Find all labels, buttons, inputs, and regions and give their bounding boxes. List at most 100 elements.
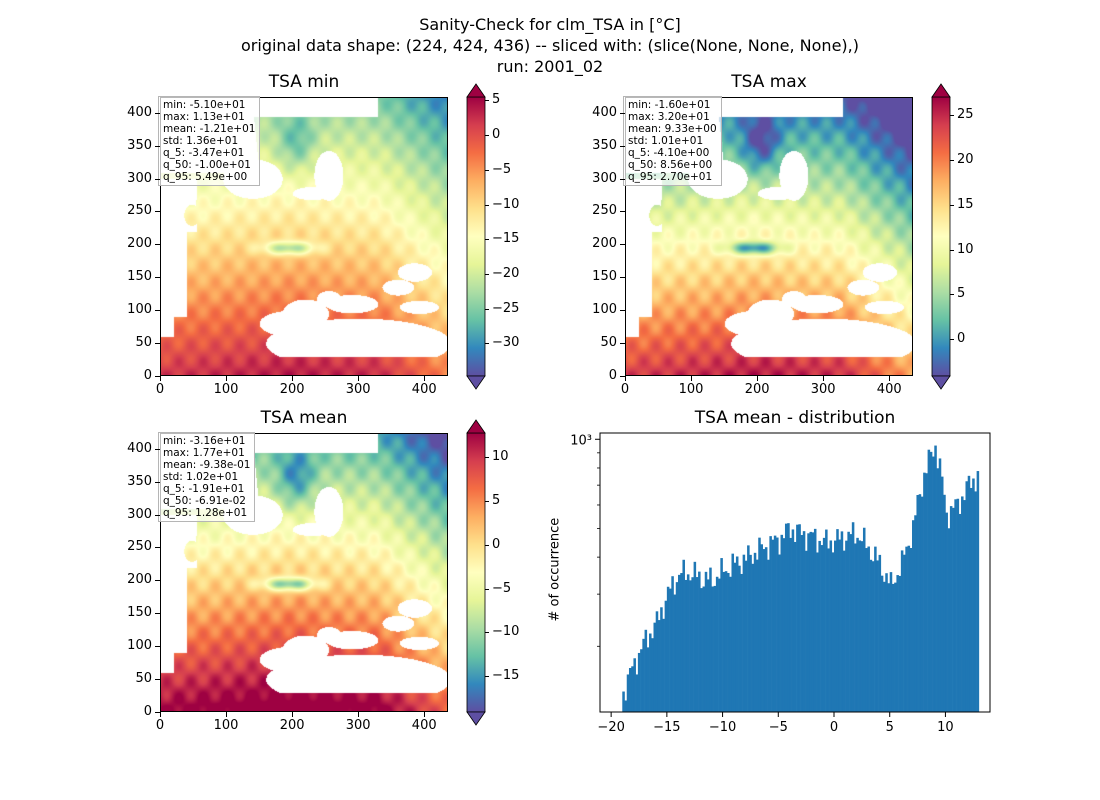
histogram-bar <box>644 629 648 712</box>
stats-line: q_5: -3.47e+01 <box>163 147 245 159</box>
stats-line: q_5: -1.91e+01 <box>163 483 245 495</box>
histogram-bar <box>718 578 721 712</box>
histogram-bar <box>965 481 969 712</box>
histogram-x-tick-label: −15 <box>653 720 680 735</box>
histogram-bar <box>938 458 942 712</box>
colorbar-tick-label: 5 <box>957 286 966 302</box>
stats-line: q_95: 5.49e+00 <box>163 171 248 183</box>
histogram-bar <box>635 674 639 712</box>
y-tick-mark <box>620 178 625 180</box>
stats-line: min: -1.60e+01 <box>628 99 711 111</box>
histogram-bar <box>738 565 741 712</box>
histogram-bar <box>952 507 955 712</box>
stats-line: std: 1.01e+01 <box>628 135 704 147</box>
y-tick-label: 200 <box>592 236 617 252</box>
x-tick-mark <box>292 712 294 717</box>
histogram-bar <box>940 476 944 712</box>
histogram-bar <box>649 633 652 712</box>
histogram-bar <box>840 531 844 712</box>
histogram-bar <box>691 577 694 712</box>
histogram-bar <box>780 534 784 712</box>
histogram-bar <box>912 520 915 712</box>
histogram-bar <box>713 585 717 712</box>
histogram-bar <box>624 700 628 712</box>
histogram-frame <box>599 432 991 713</box>
y-tick-label: 400 <box>127 440 152 456</box>
y-tick-label: 150 <box>127 605 152 621</box>
y-tick-label: 150 <box>127 269 152 285</box>
histogram-bar <box>827 548 830 712</box>
histogram-bar <box>633 658 636 712</box>
histogram-bar <box>891 583 895 712</box>
y-tick-label: 0 <box>143 368 152 383</box>
x-tick-mark <box>358 712 360 717</box>
y-tick-mark <box>155 514 160 516</box>
histogram-bar <box>869 559 873 712</box>
colorbar-tick-mark <box>485 632 489 634</box>
y-tick-mark <box>155 481 160 483</box>
colorbar-tick-label: 0 <box>957 331 966 347</box>
stats-line: std: 1.36e+01 <box>163 135 239 147</box>
histogram-bar <box>758 537 761 712</box>
histogram-bar <box>798 524 801 712</box>
x-tick-mark <box>424 376 426 381</box>
histogram-bar <box>742 554 746 712</box>
colorbar-tick-label: −15 <box>492 231 520 247</box>
histogram-bar <box>809 531 813 712</box>
histogram-bar <box>682 559 685 712</box>
y-tick-label: 250 <box>127 203 152 219</box>
colorbar-tick-mark <box>485 544 489 546</box>
y-tick-mark <box>155 448 160 450</box>
histogram-bar <box>909 547 913 712</box>
y-tick-mark <box>155 112 160 114</box>
histogram-bar <box>822 537 826 712</box>
colorbar <box>466 83 486 390</box>
stats-line: min: -5.10e+01 <box>163 99 246 111</box>
histogram-bar <box>916 494 919 712</box>
histogram-x-tick-label: 10 <box>937 720 954 735</box>
histogram-bar <box>956 498 960 712</box>
histogram-bar <box>929 451 933 712</box>
x-tick-mark <box>424 712 426 717</box>
colorbar-tick-label: 0 <box>492 127 501 143</box>
x-tick-mark <box>160 376 161 381</box>
histogram-bar <box>744 560 748 712</box>
x-tick-mark <box>160 712 161 717</box>
map-title: TSA min <box>268 72 340 92</box>
stats-line: min: -3.16e+01 <box>163 435 246 447</box>
histogram-bar <box>972 478 975 712</box>
y-tick-label: 50 <box>135 335 152 351</box>
histogram-bar <box>628 668 632 712</box>
y-tick-label: 400 <box>127 104 152 120</box>
histogram-bar <box>698 571 701 712</box>
histogram-bar <box>831 552 835 712</box>
y-tick-mark <box>620 277 625 279</box>
histogram-bar <box>836 529 839 712</box>
histogram-bar <box>925 473 928 712</box>
histogram-bar <box>706 579 710 712</box>
histogram-x-tick-label: 5 <box>886 720 894 735</box>
colorbar-tick-mark <box>950 249 954 251</box>
y-tick-mark <box>155 145 160 147</box>
colorbar-tick-mark <box>485 588 489 590</box>
histogram-bar <box>778 554 781 712</box>
histogram-bar <box>653 622 657 712</box>
colorbar-tick-label: −10 <box>492 196 520 212</box>
x-tick-mark <box>358 376 360 381</box>
histogram-bar <box>749 554 752 712</box>
histogram-bar <box>802 531 806 712</box>
colorbar-tick-mark <box>950 294 954 296</box>
y-tick-label: 200 <box>127 236 152 252</box>
histogram-bar <box>896 575 899 712</box>
histogram-bar <box>637 652 641 712</box>
x-tick-label: 200 <box>279 382 305 397</box>
y-tick-mark <box>620 310 625 312</box>
histogram-bar <box>811 532 815 712</box>
histogram-bar <box>856 537 859 712</box>
histogram-bar <box>740 573 743 712</box>
histogram-bar <box>976 471 980 712</box>
histogram-bar <box>849 534 853 712</box>
stats-box: min: -3.16e+01 max: 1.77e+01 mean: -9.38e-… <box>158 432 256 522</box>
histogram-bar <box>678 574 681 712</box>
histogram-bar <box>945 512 948 712</box>
